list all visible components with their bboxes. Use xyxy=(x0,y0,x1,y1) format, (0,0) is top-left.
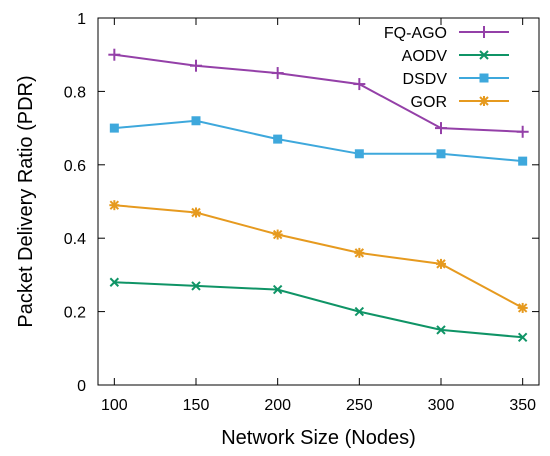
x-tick-label: 200 xyxy=(264,397,291,414)
y-tick-label: 0.6 xyxy=(64,158,86,175)
legend-label: FQ-AGO xyxy=(384,25,447,42)
data-point-aodv xyxy=(354,306,365,317)
data-point-dsdv xyxy=(109,123,119,133)
series-aodv xyxy=(109,277,528,342)
plot-area: 0 0.2 0.4 0.6 0.8 1 100 150 200 250 300 350 xyxy=(64,11,540,414)
y-tick-label: 0.2 xyxy=(64,305,86,322)
legend-item-aodv: AODV xyxy=(402,48,509,65)
data-point-fq-ago xyxy=(353,78,366,91)
legend-item-dsdv: DSDV xyxy=(403,71,509,88)
y-tick-label: 0 xyxy=(77,378,86,395)
y-axis-title: Packet Delivery Ratio (PDR) xyxy=(15,75,37,327)
legend-label: DSDV xyxy=(403,71,448,88)
data-point-dsdv xyxy=(273,134,283,144)
data-point-gor xyxy=(517,302,528,313)
x-axis-title: Network Size (Nodes) xyxy=(221,427,416,449)
series-dsdv xyxy=(109,116,528,166)
x-tick-label: 100 xyxy=(101,397,128,414)
legend: FQ-AGO AODV DSDV GOR xyxy=(384,25,509,111)
plot-frame xyxy=(97,17,540,386)
series-line-dsdv xyxy=(114,119,523,163)
data-point-dsdv xyxy=(436,149,446,159)
legend-item-gor: GOR xyxy=(411,94,509,111)
data-point-aodv xyxy=(109,277,120,287)
data-point-fq-ago xyxy=(190,59,202,72)
series-line-aodv xyxy=(114,281,523,339)
data-point-fq-ago xyxy=(271,67,284,80)
x-tick-label: 350 xyxy=(509,397,536,414)
data-point-fq-ago xyxy=(108,48,121,61)
data-point-fq-ago xyxy=(516,125,529,138)
data-point-dsdv xyxy=(191,116,201,126)
data-point-gor xyxy=(436,258,446,269)
data-point-aodv xyxy=(191,281,201,291)
data-point-aodv xyxy=(517,332,528,342)
y-tick-label: 1 xyxy=(77,11,86,28)
y-tick-label: 0.4 xyxy=(64,231,86,248)
legend-label: AODV xyxy=(402,48,448,65)
series-gor xyxy=(109,200,528,313)
legend-marker xyxy=(479,50,489,60)
series-line-gor xyxy=(114,204,524,309)
data-point-aodv xyxy=(436,325,446,335)
legend-marker xyxy=(478,26,490,38)
data-point-dsdv xyxy=(518,156,528,166)
series-fq-ago xyxy=(108,48,529,138)
data-point-gor xyxy=(272,229,283,240)
x-tick-label: 300 xyxy=(428,397,455,414)
series-line-fq-ago xyxy=(114,53,523,133)
legend-marker xyxy=(479,96,489,106)
data-point-fq-ago xyxy=(435,122,447,135)
legend-marker xyxy=(479,73,489,83)
legend-label: GOR xyxy=(411,94,447,111)
x-tick-label: 150 xyxy=(183,397,210,414)
data-point-aodv xyxy=(272,284,283,295)
y-tick-label: 0.8 xyxy=(64,84,86,101)
data-point-gor xyxy=(354,247,365,258)
data-point-dsdv xyxy=(354,149,364,159)
data-point-gor xyxy=(109,200,120,211)
x-tick-label: 250 xyxy=(346,397,373,414)
legend-item-fq-ago: FQ-AGO xyxy=(384,25,509,42)
data-point-gor xyxy=(191,207,201,218)
